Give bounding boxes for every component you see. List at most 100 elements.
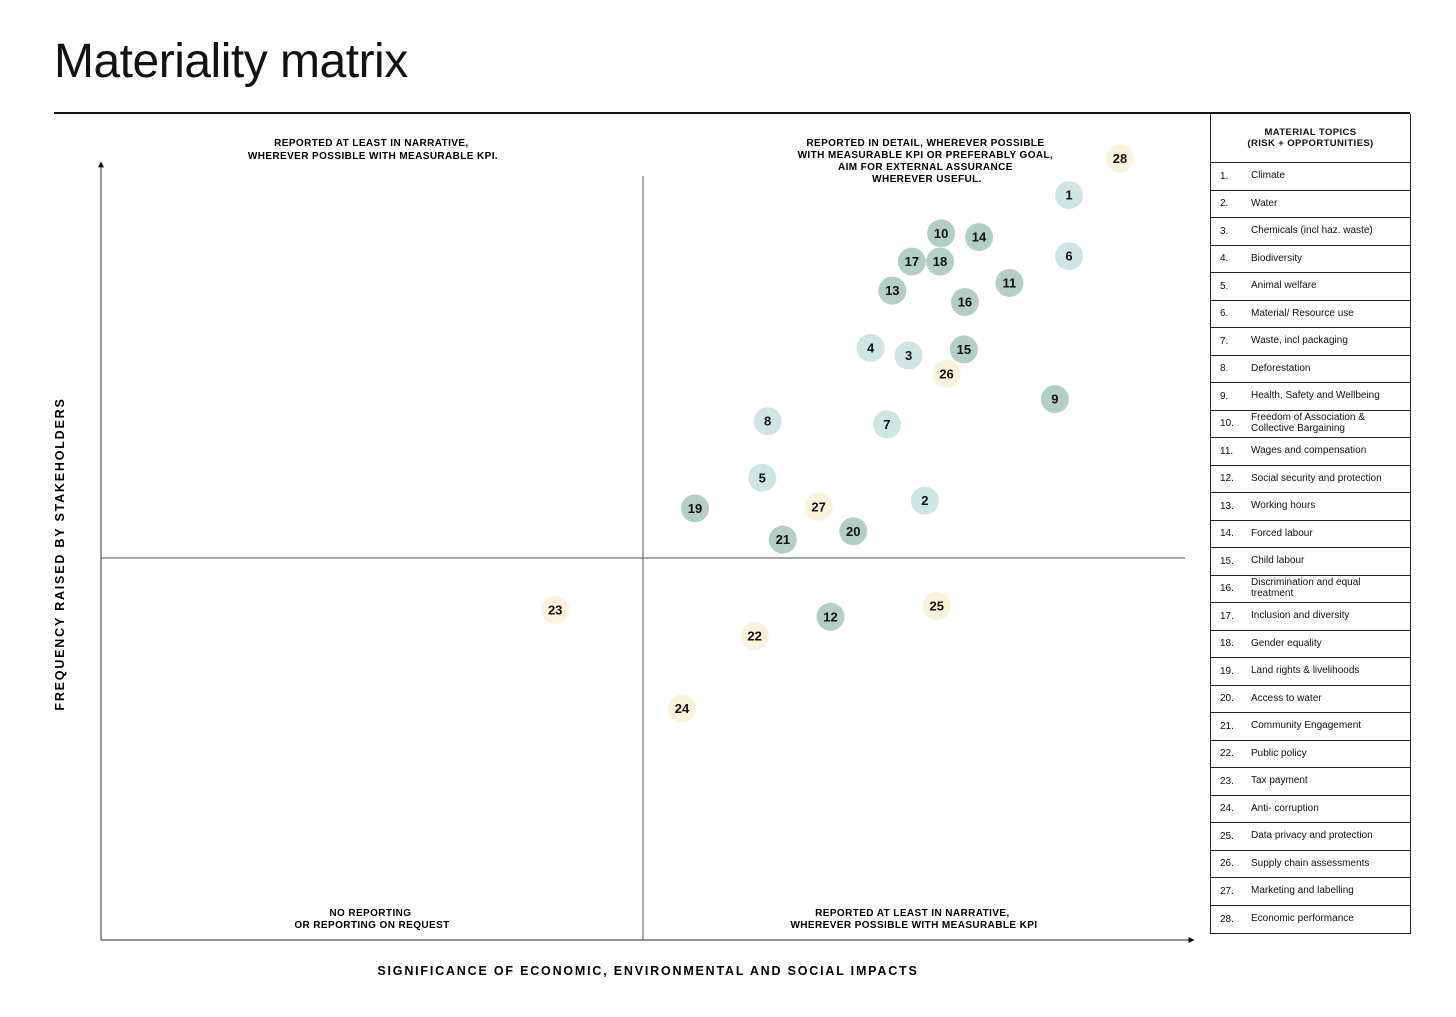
topic-bubble xyxy=(748,463,777,492)
legend-item: 27. Marketing and labelling xyxy=(1211,878,1410,906)
legend-item-number: 24. xyxy=(1220,803,1234,815)
legend-item: 2. Water xyxy=(1211,191,1410,218)
topic-bubble-label: 18 xyxy=(933,254,947,269)
legend-item-label: Access to water xyxy=(1251,692,1322,704)
topic-bubble-label: 2 xyxy=(921,493,928,508)
legend-item-label: Marketing and labelling xyxy=(1251,885,1354,896)
quadrant-label-bottom-right: REPORTED AT LEAST IN NARRATIVE, WHEREVER… xyxy=(790,908,1037,931)
legend-item-number: 3. xyxy=(1220,225,1229,237)
topic-bubble-label: 20 xyxy=(846,524,860,539)
legend-item-label: Social security and protection xyxy=(1251,472,1382,484)
topic-bubble-label: 15 xyxy=(957,342,971,357)
topic-bubble-label: 12 xyxy=(823,609,837,624)
topic-bubble xyxy=(681,494,710,523)
legend-item-label: Biodiversity xyxy=(1251,252,1303,264)
legend-item-label: Deforestation xyxy=(1251,362,1311,374)
x-axis-title: SIGNIFICANCE OF ECONOMIC, ENVIRONMENTAL … xyxy=(377,964,918,978)
legend-item-label: Inclusion and diversity xyxy=(1251,610,1350,621)
quadrant-label-top-right: REPORTED IN DETAIL, WHEREVER POSSIBLE WI… xyxy=(798,138,1057,185)
legend-item-number: 25. xyxy=(1220,830,1234,842)
topic-bubble xyxy=(1040,385,1069,414)
topic-bubble-label: 26 xyxy=(939,366,953,381)
legend-item: 15. Child labour xyxy=(1211,548,1410,576)
legend-item-label: Chemicals (incl haz. waste) xyxy=(1251,225,1373,236)
topic-bubble-label: 21 xyxy=(776,532,790,547)
topic-bubble xyxy=(541,595,570,624)
legend-list: 1. Climate 2. Water 3. Chemicals (incl haz. w… xyxy=(1211,163,1410,933)
topic-bubble xyxy=(1105,144,1134,173)
legend-item: 24. Anti- corruption xyxy=(1211,796,1410,823)
legend-item: 14. Forced labour xyxy=(1211,521,1410,548)
topic-bubble xyxy=(950,288,979,317)
topic-bubble-label: 28 xyxy=(1113,151,1127,166)
legend-item: 8. Deforestation xyxy=(1211,356,1410,383)
legend-item: 22. Public policy xyxy=(1211,741,1410,768)
topic-bubble xyxy=(839,517,868,546)
legend-item-number: 22. xyxy=(1220,748,1234,760)
topic-bubble-label: 11 xyxy=(1003,275,1017,290)
topic-bubble-label: 4 xyxy=(867,340,875,355)
topic-bubble-label: 13 xyxy=(885,283,899,298)
legend-item-number: 16. xyxy=(1220,583,1234,595)
legend-item-label: Water xyxy=(1251,197,1278,209)
legend-item-label: Economic performance xyxy=(1251,913,1354,924)
legend-item: 4. Biodiversity xyxy=(1211,246,1410,273)
topic-bubble-label: 25 xyxy=(930,599,944,614)
legend-item-number: 5. xyxy=(1220,280,1229,292)
legend-item: 6. Material/ Resource use xyxy=(1211,301,1410,328)
legend-item-number: 19. xyxy=(1220,665,1234,677)
legend-item-label: Gender equality xyxy=(1251,637,1322,649)
legend-item: 7. Waste, incl packaging xyxy=(1211,328,1410,356)
legend-item-label: Waste, incl packaging xyxy=(1251,335,1348,346)
quadrant-label-top-left: REPORTED AT LEAST IN NARRATIVE, WHEREVER… xyxy=(248,138,498,162)
legend-item: 25. Data privacy and protection xyxy=(1211,823,1410,851)
topic-bubble xyxy=(927,219,956,248)
legend-item: 17. Inclusion and diversity xyxy=(1211,603,1410,631)
page-title: Materiality matrix xyxy=(54,35,408,88)
legend-item-number: 21. xyxy=(1220,720,1234,732)
legend-item-label: Anti- corruption xyxy=(1251,802,1319,814)
topic-bubble xyxy=(897,247,926,276)
legend-item-label: Supply chain assessments xyxy=(1251,857,1370,869)
topic-bubble xyxy=(965,223,994,252)
topic-bubble-label: 19 xyxy=(688,501,702,516)
legend-item-number: 10. xyxy=(1220,418,1234,430)
legend-item: 16. Discrimination and equal treatment xyxy=(1211,576,1410,603)
topic-bubble-label: 14 xyxy=(972,230,987,245)
topic-bubble xyxy=(949,335,978,364)
legend-item-number: 6. xyxy=(1220,308,1229,320)
legend-item-number: 1. xyxy=(1220,170,1229,182)
topic-bubble xyxy=(894,341,923,370)
topic-bubble xyxy=(872,410,901,439)
legend-item: 28. Economic performance xyxy=(1211,906,1410,934)
legend-item-number: 4. xyxy=(1220,253,1229,265)
topic-bubble xyxy=(856,333,885,362)
topic-bubble-label: 1 xyxy=(1065,188,1072,203)
topic-bubble-label: 17 xyxy=(905,254,919,269)
legend-item-label: Wages and compensation xyxy=(1251,445,1367,456)
topic-bubble-label: 9 xyxy=(1051,392,1058,407)
legend-item-number: 8. xyxy=(1220,363,1229,375)
topic-bubble xyxy=(740,621,769,650)
legend-item: 13. Working hours xyxy=(1211,493,1410,521)
legend-item-number: 15. xyxy=(1220,555,1234,567)
topic-bubble-label: 23 xyxy=(548,602,562,617)
legend-item-number: 13. xyxy=(1220,500,1234,512)
topic-bubble xyxy=(1055,181,1084,210)
legend-item: 9. Health, Safety and Wellbeing xyxy=(1211,383,1410,411)
legend-item: 26. Supply chain assessments xyxy=(1211,851,1410,878)
topic-bubble-label: 6 xyxy=(1065,249,1072,264)
topic-bubble xyxy=(910,486,939,515)
title-divider xyxy=(54,112,1410,114)
legend-item-number: 26. xyxy=(1220,858,1234,870)
legend-item: 20. Access to water xyxy=(1211,686,1410,713)
topic-bubble-label: 5 xyxy=(759,470,766,485)
topic-bubble xyxy=(816,602,845,631)
legend-item-number: 9. xyxy=(1220,390,1229,402)
legend-title: MATERIAL TOPICS xyxy=(1264,127,1357,138)
legend-item: 3. Chemicals (incl haz. waste) xyxy=(1211,218,1410,246)
legend-item-label: Health, Safety and Wellbeing xyxy=(1251,390,1380,401)
topic-bubble-label: 27 xyxy=(811,499,825,514)
legend-header: MATERIAL TOPICS (RISK + OPPORTUNITIES) xyxy=(1211,114,1410,163)
